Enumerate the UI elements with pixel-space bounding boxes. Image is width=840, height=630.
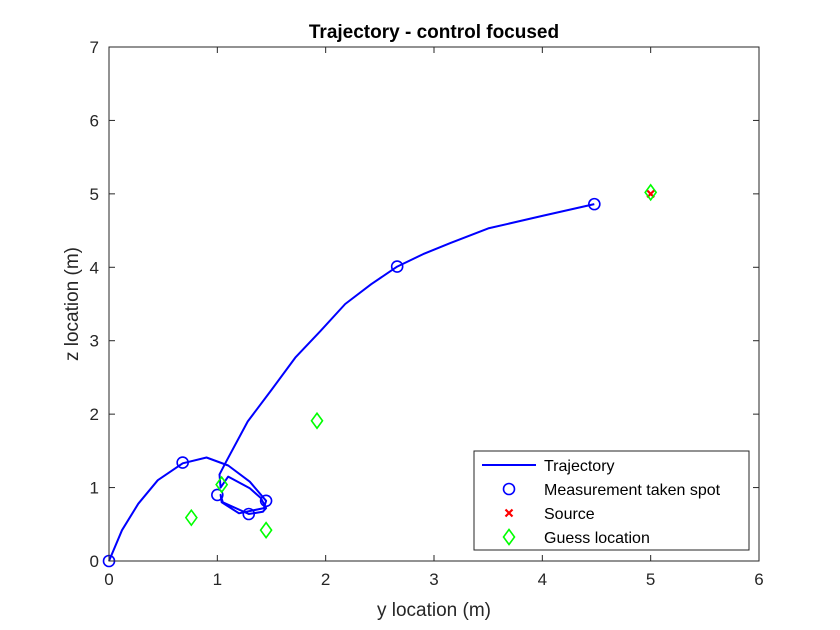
y-tick-label: 0: [90, 552, 99, 571]
y-tick-label: 7: [90, 38, 99, 57]
y-tick-label: 3: [90, 332, 99, 351]
chart-title: Trajectory - control focused: [309, 22, 559, 43]
y-tick-label: 2: [90, 405, 99, 424]
legend: Trajectory Measurement taken spot Source Gu…: [473, 450, 750, 551]
x-tick-label: 6: [754, 570, 763, 589]
legend-entry-label: Guess location: [544, 530, 650, 547]
measurement-point: [259, 494, 273, 508]
guess-point: [259, 521, 273, 540]
y-tick-label: 5: [90, 185, 99, 204]
measurement-point: [242, 507, 256, 521]
measurement-point: [176, 456, 189, 469]
guess-point: [310, 411, 324, 430]
x-tick-label: 5: [646, 570, 655, 589]
series-guess-location: [184, 183, 658, 540]
x-tick-label: 1: [213, 570, 222, 589]
legend-swatch-guess: [502, 528, 516, 546]
y-tick-label: 6: [90, 111, 99, 130]
legend-entry-label: Trajectory: [544, 458, 615, 475]
legend-swatch-measurement: [502, 482, 516, 496]
legend-swatch-source: [504, 508, 514, 518]
x-tick-label: 4: [538, 570, 547, 589]
series-measurement-taken-spot: [102, 197, 601, 568]
x-axis-label: y location (m): [377, 600, 491, 621]
legend-box: [473, 450, 750, 551]
data-layer: [102, 183, 658, 568]
legend-entry-label: Source: [544, 506, 595, 523]
measurement-point: [211, 488, 224, 502]
guess-point: [215, 475, 229, 494]
y-tick-label: 1: [90, 479, 99, 498]
guess-point: [184, 508, 198, 527]
axes-layer: 0 1 2 3 4 5 6 0 1 2 3 4 5 6 7: [90, 38, 764, 589]
legend-entry-label: Measurement taken spot: [544, 482, 721, 499]
y-tick-label: 4: [90, 258, 99, 277]
x-tick-label: 0: [104, 570, 113, 589]
x-tick-label: 3: [429, 570, 438, 589]
guess-point: [644, 183, 658, 202]
y-axis-label: z location (m): [62, 247, 83, 361]
measurement-point: [390, 260, 404, 273]
measurement-point: [588, 197, 601, 211]
x-tick-label: 2: [321, 570, 330, 589]
